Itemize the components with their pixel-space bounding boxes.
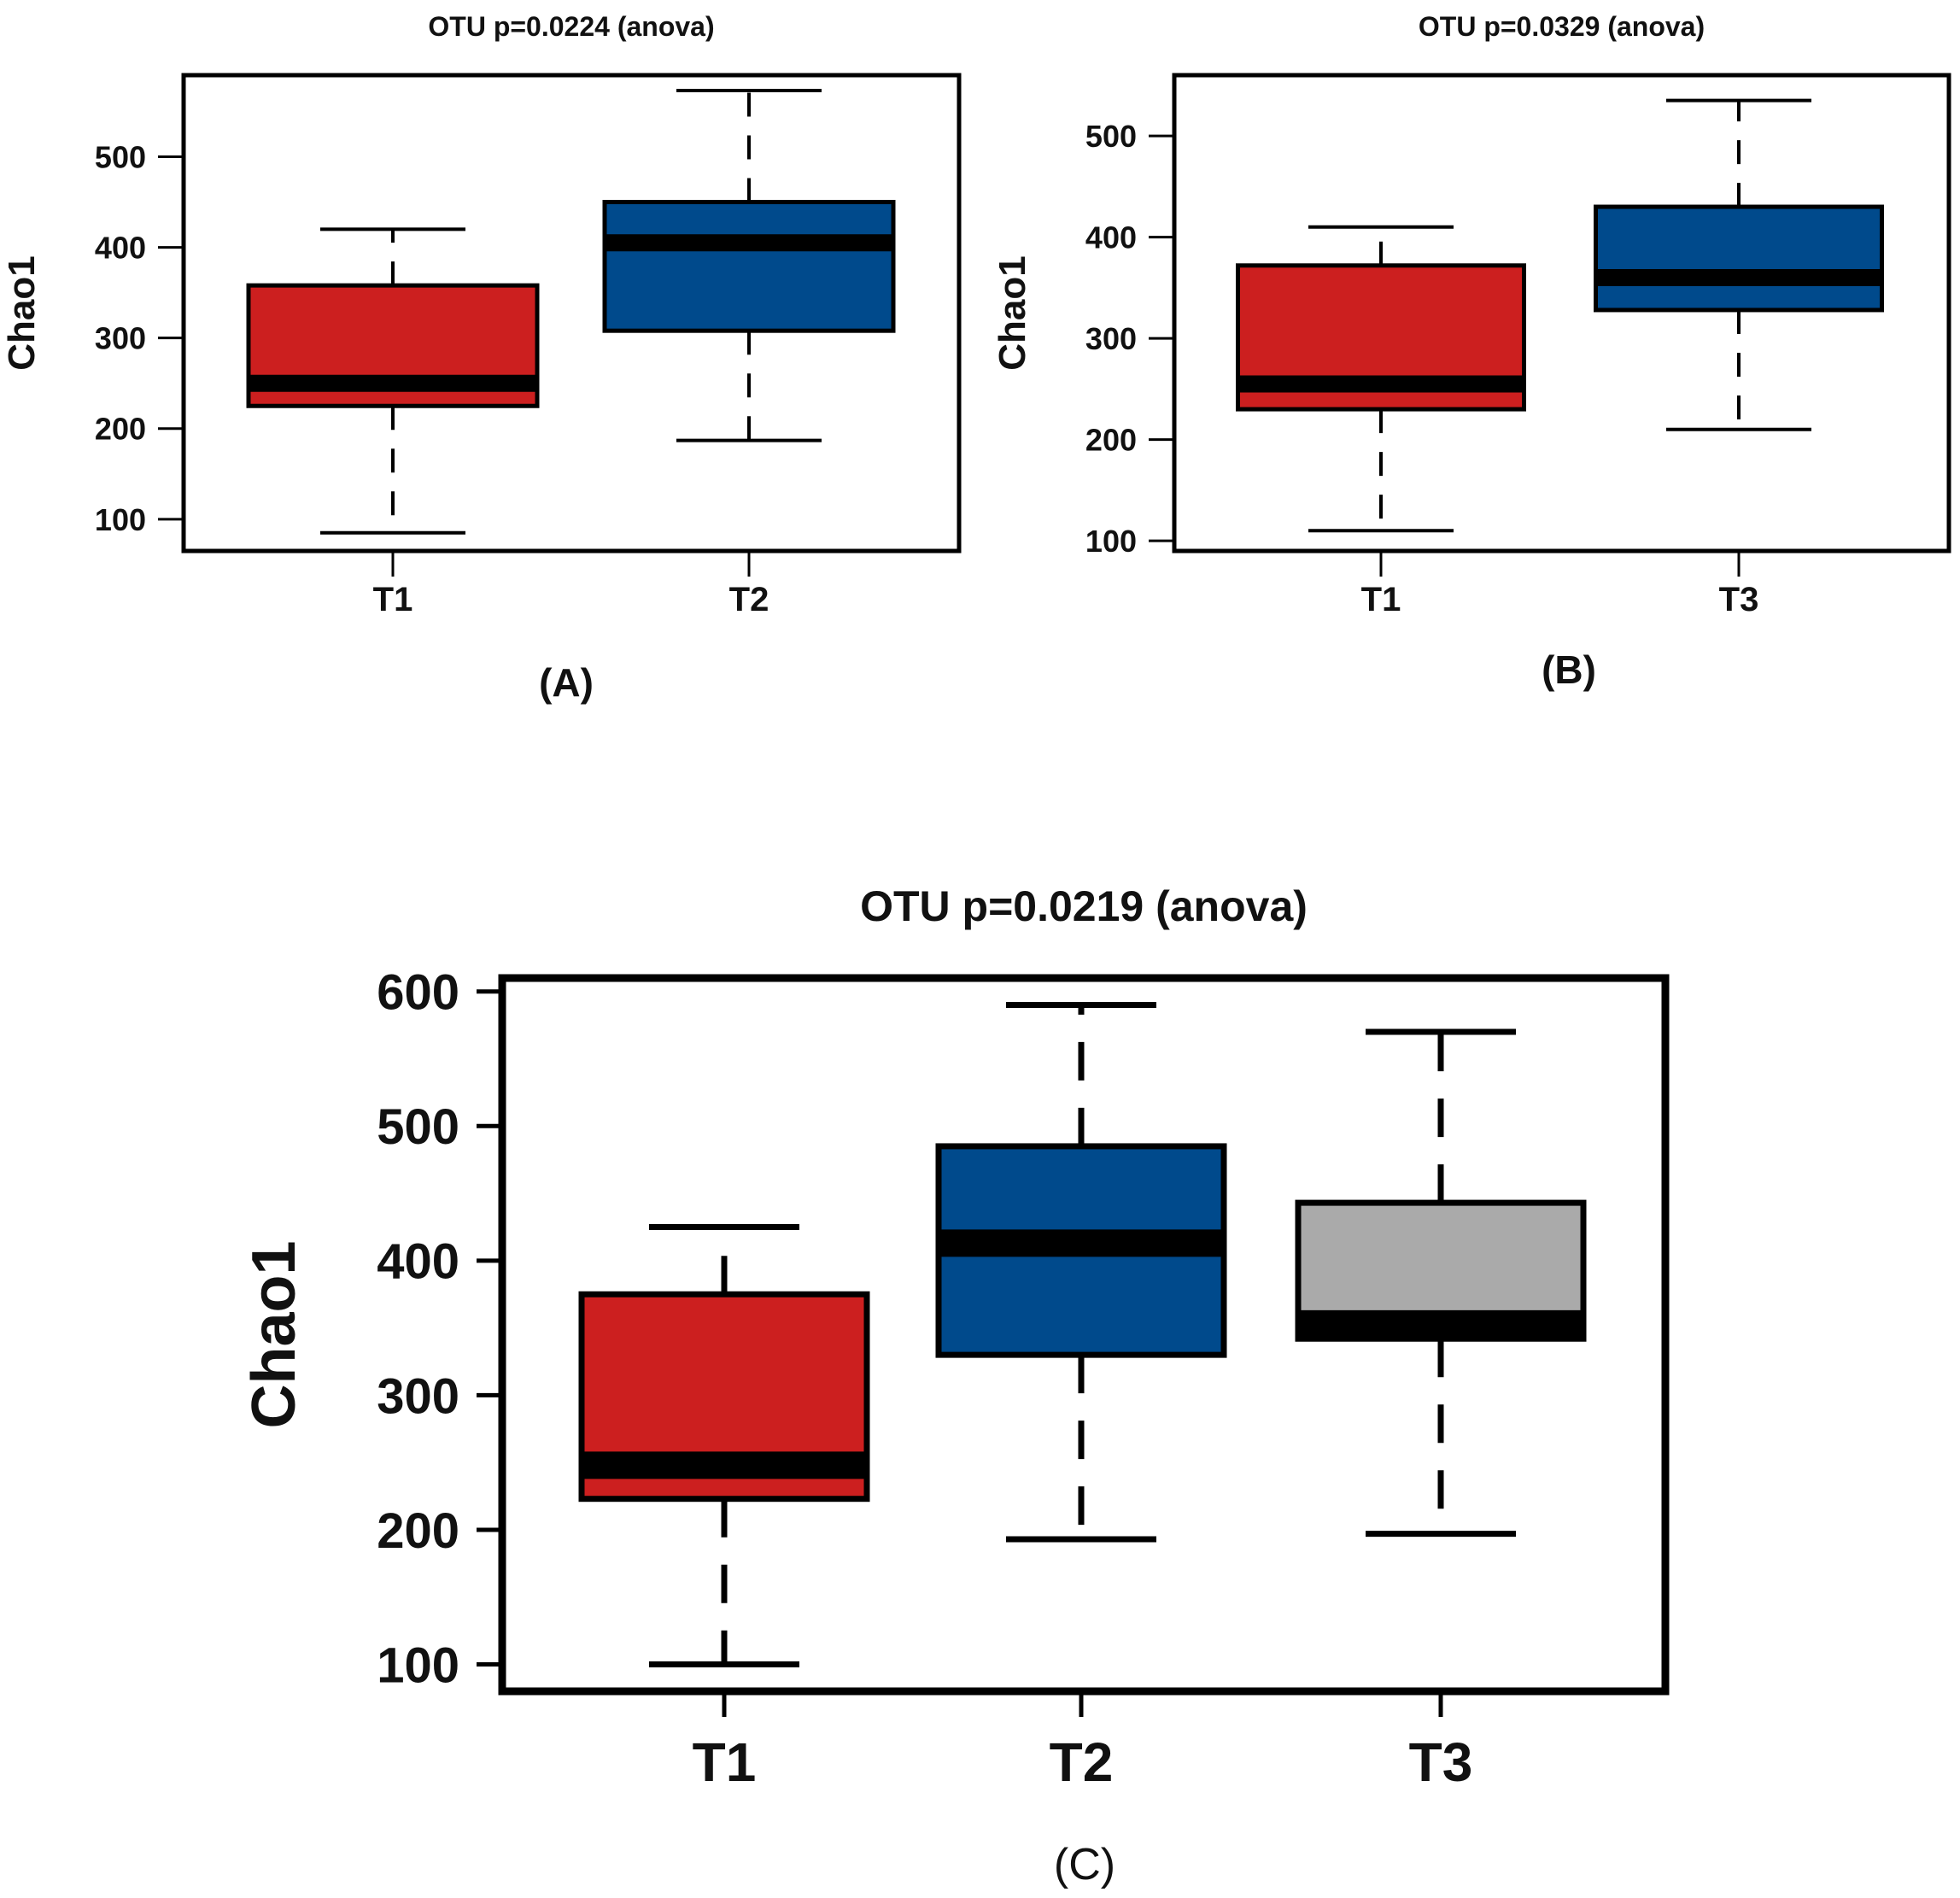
x-tick-label: T1 xyxy=(693,1731,757,1793)
x-tick-label: T2 xyxy=(1050,1731,1114,1793)
panel-b: OTU p=0.0329 (anova) T1 T3 100 200 300 400 500 C… xyxy=(992,11,1951,692)
y-axis-label: Chao1 xyxy=(240,1240,308,1428)
panel-label: (A) xyxy=(539,660,594,705)
chart-title: OTU p=0.0224 (anova) xyxy=(428,11,714,42)
box-group-t2: T2 xyxy=(602,89,896,618)
y-tick-label: 200 xyxy=(377,1503,459,1559)
panel-label: (C) xyxy=(1054,1840,1115,1889)
box-group-t2: T2 xyxy=(935,1002,1227,1793)
x-tick-label: T3 xyxy=(1719,581,1759,618)
y-tick-label: 100 xyxy=(377,1637,459,1693)
box-group-t1: T1 xyxy=(1236,225,1526,618)
y-tick-label: 200 xyxy=(1085,423,1137,458)
y-tick-label: 600 xyxy=(377,965,459,1021)
x-tick-label: T1 xyxy=(373,581,413,618)
x-tick-label: T3 xyxy=(1409,1731,1473,1793)
y-tick-label: 100 xyxy=(95,502,146,537)
plot-frame xyxy=(1172,73,1951,554)
box xyxy=(1594,204,1884,313)
y-tick-label: 100 xyxy=(1085,524,1137,559)
y-tick-label: 300 xyxy=(1085,321,1137,356)
x-tick-label: T2 xyxy=(729,581,769,618)
y-tick-label: 400 xyxy=(1085,220,1137,255)
plot-frame xyxy=(181,73,962,554)
panel-c: OTU p=0.0219 (anova) T1 T2 T3 100 200 300 400 50… xyxy=(240,882,1670,1889)
y-tick-label: 300 xyxy=(377,1368,459,1424)
y-tick-label: 500 xyxy=(377,1099,459,1155)
y-tick-label: 500 xyxy=(95,139,146,174)
box xyxy=(602,200,896,333)
box-group-t3: T3 xyxy=(1295,1028,1587,1793)
plot-frame xyxy=(498,974,1670,1696)
chart-title: OTU p=0.0219 (anova) xyxy=(860,882,1308,930)
chart-title: OTU p=0.0329 (anova) xyxy=(1419,11,1705,42)
y-tick-label: 200 xyxy=(95,412,146,447)
box-group-t1: T1 xyxy=(578,1223,870,1793)
y-tick-label: 300 xyxy=(95,321,146,356)
y-tick-label: 400 xyxy=(95,231,146,266)
y-tick-label: 400 xyxy=(377,1234,459,1290)
x-tick-label: T1 xyxy=(1361,581,1401,618)
y-axis-label: Chao1 xyxy=(992,255,1033,370)
panel-a: OTU p=0.0224 (anova) T1 T2 100 200 300 400 500 C… xyxy=(1,11,962,705)
y-tick-label: 500 xyxy=(1085,119,1137,154)
panel-label: (B) xyxy=(1542,647,1596,692)
box-group-t1: T1 xyxy=(246,227,540,618)
box-group-t3: T3 xyxy=(1594,98,1884,618)
y-axis-label: Chao1 xyxy=(1,255,43,370)
